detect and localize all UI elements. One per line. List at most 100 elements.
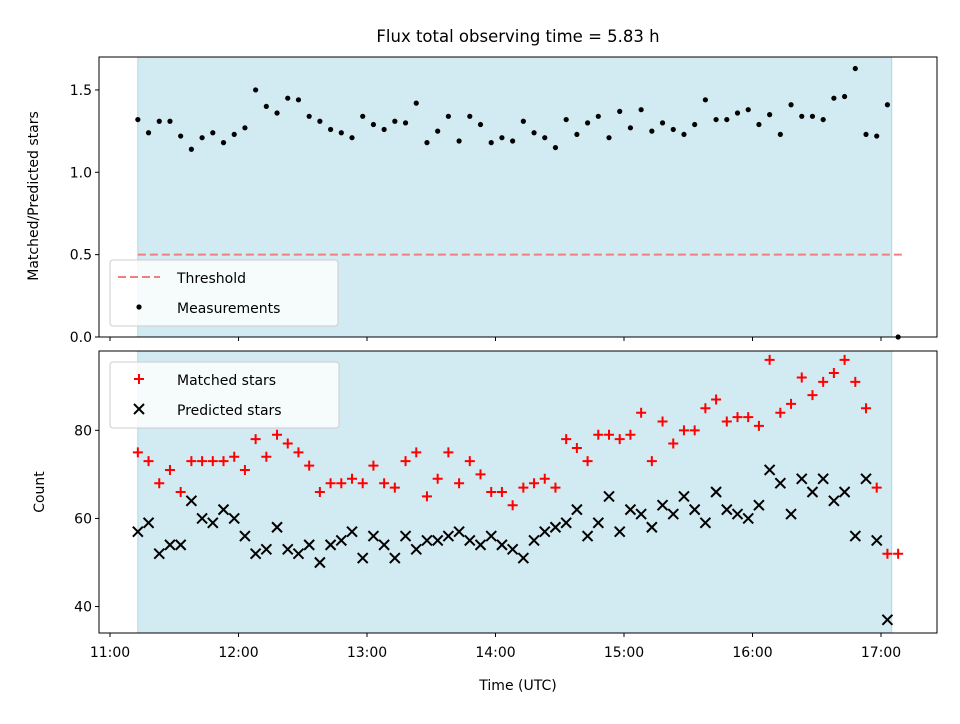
matched-stars-point — [678, 425, 689, 436]
predicted-stars-point — [517, 552, 530, 564]
predicted-stars-point — [185, 495, 198, 507]
measurement-point — [884, 102, 891, 108]
bottom-y-axis-label: Count — [32, 471, 48, 513]
measurement-point — [520, 118, 526, 124]
predicted-stars-point — [346, 525, 358, 538]
measurement-point — [627, 125, 634, 131]
predicted-stars-point — [742, 512, 754, 525]
predicted-stars-point — [506, 543, 519, 555]
predicted-stars-point — [592, 517, 605, 529]
predicted-stars-point — [260, 543, 273, 555]
matched-stars-point — [807, 390, 818, 401]
predicted-stars-point — [635, 508, 647, 520]
matched-stars-point — [850, 376, 861, 387]
measurement-point — [820, 116, 826, 123]
predicted-stars-point — [806, 486, 819, 498]
matched-stars-point — [636, 407, 647, 418]
measurement-point — [531, 130, 537, 136]
bottom-axes-frame — [98, 350, 938, 634]
legend-threshold-label: Threshold — [176, 271, 246, 287]
chart-title: Flux total observing time = 5.83 h — [376, 27, 659, 46]
predicted-stars-point — [624, 503, 637, 516]
predicted-stars-point — [828, 495, 840, 507]
predicted-stars-point — [389, 552, 401, 564]
predicted-stars-point — [239, 530, 251, 542]
predicted-stars-point — [142, 517, 155, 529]
matched-stars-point — [839, 354, 850, 365]
x-tick-label: 15:00 — [604, 645, 644, 661]
matched-stars-point — [571, 442, 582, 453]
matched-stars-point — [614, 434, 625, 445]
measurement-point — [681, 131, 687, 138]
predicted-stars-point — [357, 552, 369, 564]
top-y-tick-label: 1.0 — [70, 165, 92, 181]
matched-stars-point — [861, 403, 872, 414]
measurement-point — [606, 135, 612, 141]
matched-stars-point — [529, 478, 540, 489]
measurement-point — [167, 118, 173, 124]
legend-matched-label: Matched stars — [177, 373, 276, 389]
predicted-stars-point — [614, 525, 626, 538]
matched-stars-point — [250, 434, 261, 445]
matched-stars-point — [871, 482, 882, 493]
matched-stars-point — [796, 372, 807, 383]
measurement-point — [274, 110, 280, 116]
predicted-stars-point — [774, 477, 787, 489]
predicted-stars-point — [539, 525, 551, 538]
predicted-stars-point — [335, 534, 348, 547]
predicted-stars-point — [785, 508, 797, 520]
measurement-point — [713, 116, 719, 123]
matched-stars-point — [293, 447, 304, 458]
predicted-stars-point — [763, 464, 776, 476]
predicted-stars-point — [678, 490, 690, 503]
predicted-stars-point — [292, 547, 305, 560]
matched-stars-point — [197, 456, 208, 467]
matched-stars-point — [464, 456, 475, 467]
predicted-stars-point — [228, 512, 240, 525]
predicted-stars-point — [753, 499, 765, 511]
measurement-point — [499, 135, 505, 141]
predicted-stars-point — [453, 525, 465, 538]
measurement-point — [649, 128, 655, 134]
matched-stars-point — [400, 456, 411, 467]
legend-measurements-swatch — [136, 304, 142, 310]
matched-stars-point — [593, 429, 604, 440]
matched-stars-point — [475, 469, 486, 480]
matched-stars-point — [432, 473, 443, 484]
matched-stars-point — [175, 487, 186, 497]
matched-stars-point — [389, 482, 400, 493]
matched-stars-point — [207, 456, 218, 467]
measurement-point — [777, 131, 783, 138]
measurement-point — [488, 140, 494, 146]
matched-stars-point — [893, 548, 904, 559]
predicted-stars-point — [153, 547, 165, 560]
measurement-point — [199, 135, 205, 141]
matched-stars-point — [143, 456, 154, 467]
measurement-point — [370, 121, 377, 128]
matched-stars-point — [828, 368, 839, 379]
x-tick-label: 17:00 — [861, 645, 901, 661]
predicted-stars-point — [817, 473, 829, 485]
matched-stars-point — [304, 460, 315, 471]
legend-measurements-label: Measurements — [177, 301, 280, 317]
predicted-stars-point — [871, 534, 883, 547]
predicted-stars-point — [560, 517, 572, 529]
measurement-point — [242, 125, 248, 131]
predicted-stars-point — [164, 539, 176, 551]
measurement-point — [670, 126, 676, 133]
matched-stars-point — [743, 412, 754, 423]
measurement-point — [231, 131, 237, 138]
matched-stars-point — [454, 478, 465, 489]
top-y-tick-label: 0.5 — [70, 248, 92, 264]
measurement-point — [338, 130, 344, 136]
predicted-stars-point — [474, 539, 487, 551]
predicted-stars-point — [796, 473, 808, 485]
top-y-tick-label: 0.0 — [70, 330, 92, 346]
predicted-stars-point — [431, 534, 444, 547]
matched-stars-point — [550, 482, 561, 493]
matched-stars-point — [732, 412, 743, 423]
measurement-point — [445, 113, 451, 119]
legend-predicted-label: Predicted stars — [177, 403, 282, 419]
